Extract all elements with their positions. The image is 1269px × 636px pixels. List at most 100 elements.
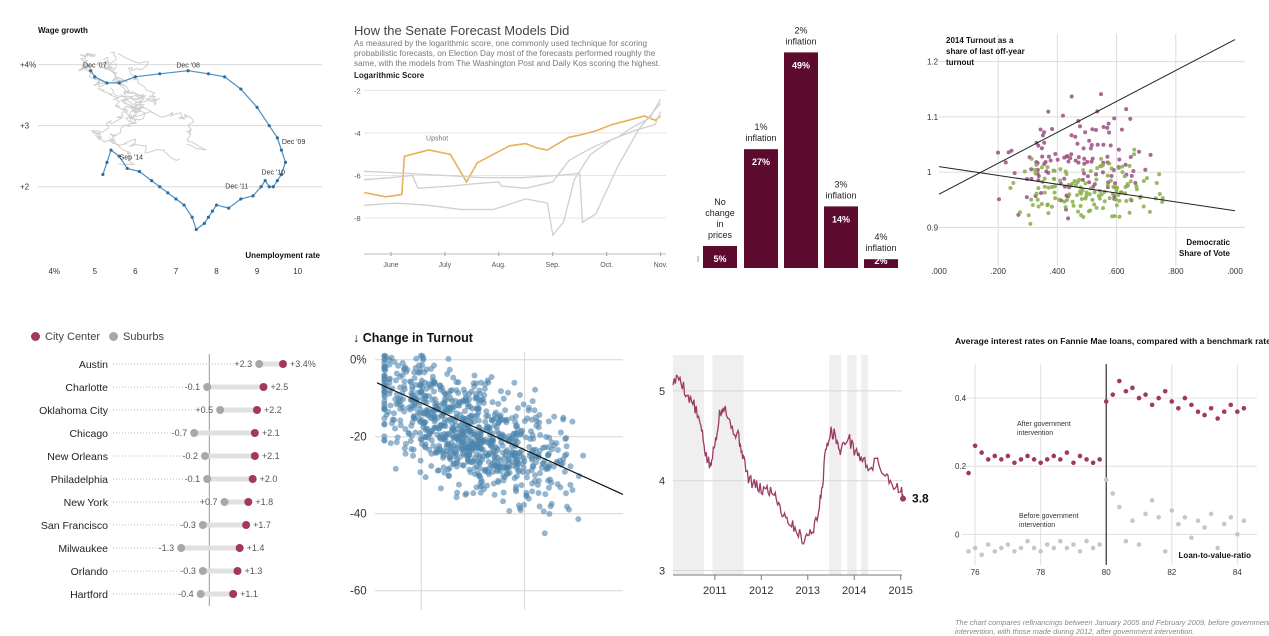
scatter-point bbox=[1084, 190, 1089, 195]
city-center-dot bbox=[235, 544, 244, 552]
scatter-point bbox=[1046, 211, 1051, 216]
scatter-point bbox=[381, 437, 388, 444]
highlight-point bbox=[150, 179, 154, 183]
annotation-label: Dec '11 bbox=[225, 184, 248, 191]
trend-line bbox=[376, 382, 624, 496]
rate-line-svg: 5 4 3 2011 2012 2013 2014 2015 3.8 bbox=[659, 355, 929, 597]
scatter-point bbox=[1081, 214, 1086, 219]
scatter-point bbox=[428, 427, 435, 434]
scatter-point bbox=[548, 479, 555, 486]
scatter-point bbox=[966, 470, 971, 476]
city-center-value-label: +2.1 bbox=[262, 428, 280, 438]
city-center-dot bbox=[259, 383, 268, 391]
scatter-point bbox=[1090, 197, 1095, 202]
scatter-point bbox=[455, 379, 462, 386]
scatter-point bbox=[1112, 116, 1117, 121]
scatter-point bbox=[1105, 154, 1110, 159]
scatter-point bbox=[445, 472, 452, 479]
scatter-point bbox=[397, 422, 404, 429]
scatter-point bbox=[517, 450, 524, 457]
scatter-point bbox=[381, 400, 388, 407]
highlight-point bbox=[279, 148, 284, 152]
scatter-point bbox=[1017, 210, 1022, 215]
scatter-point bbox=[1057, 197, 1062, 202]
scatter-point bbox=[1189, 402, 1194, 408]
bar-category-label: prices bbox=[708, 230, 733, 240]
wage-growth-svg: +4% +3 +2 4% 5 6 7 8 9 10 Wage growth Unemployment … bbox=[20, 26, 322, 276]
scatter-point bbox=[1110, 491, 1116, 496]
scatter-point bbox=[495, 400, 502, 407]
scatter-point bbox=[1046, 185, 1051, 190]
scatter-point bbox=[407, 379, 414, 386]
scatter-point bbox=[546, 510, 553, 517]
recession-band bbox=[673, 355, 705, 575]
x-axis-label: Democratic bbox=[1186, 238, 1230, 247]
scatter-point bbox=[497, 417, 504, 424]
scatter-point bbox=[1113, 181, 1118, 186]
scatter-point bbox=[401, 378, 408, 385]
scatter-point bbox=[1040, 133, 1045, 138]
scatter-point bbox=[535, 489, 542, 496]
scatter-point bbox=[1221, 521, 1227, 527]
city-center-value-label: +1.8 bbox=[255, 497, 273, 507]
scatter-point bbox=[444, 371, 451, 378]
scatter-point bbox=[423, 385, 430, 392]
annotation-label: Sep '14 bbox=[120, 154, 144, 161]
scatter-point bbox=[473, 394, 480, 401]
scatter-point bbox=[1182, 515, 1188, 520]
scatter-point bbox=[505, 460, 512, 467]
scatter-point bbox=[536, 419, 543, 426]
scatter-point bbox=[477, 430, 484, 437]
scatter-point bbox=[1093, 128, 1098, 133]
suburbs-dot bbox=[177, 544, 186, 552]
highlight-point bbox=[251, 194, 255, 198]
y-tick-label: +3 bbox=[20, 122, 30, 131]
scatter-point bbox=[441, 390, 448, 397]
scatter-point bbox=[1036, 186, 1041, 191]
scatter-point bbox=[1062, 199, 1067, 204]
scatter-point bbox=[1095, 166, 1100, 171]
scatter-point bbox=[1064, 545, 1070, 551]
city-center-value-label: +1.7 bbox=[253, 520, 271, 530]
scatter-point bbox=[1100, 170, 1105, 175]
scatter-point bbox=[1221, 409, 1227, 414]
scatter-point bbox=[416, 369, 423, 376]
scatter-point bbox=[399, 372, 406, 379]
city-center-value-label: +3.4% bbox=[290, 359, 316, 369]
y-tick-label: -2 bbox=[354, 87, 361, 96]
city-center-dot bbox=[279, 360, 287, 368]
scatter-point bbox=[528, 428, 535, 435]
scatter-point bbox=[1018, 457, 1024, 462]
scatter-point bbox=[563, 443, 570, 450]
scatter-point bbox=[999, 545, 1004, 551]
scatter-point bbox=[972, 545, 978, 551]
scatter-point bbox=[1005, 453, 1011, 459]
y-tick-label: -6 bbox=[354, 172, 361, 181]
y-tick-label: 0.2 bbox=[955, 462, 967, 471]
annotation-label: After government bbox=[1017, 421, 1071, 428]
city-name-label: San Francisco bbox=[41, 520, 108, 532]
scatter-point bbox=[381, 352, 388, 359]
scatter-point bbox=[1117, 214, 1122, 219]
scatter-point bbox=[1101, 124, 1106, 129]
scatter-point bbox=[446, 366, 453, 373]
scatter-point bbox=[471, 418, 478, 425]
scatter-point bbox=[1162, 549, 1168, 554]
highlight-point bbox=[158, 185, 162, 189]
scatter-point bbox=[1045, 203, 1050, 208]
city-name-label: Chicago bbox=[69, 428, 108, 440]
scatter-point bbox=[511, 379, 518, 386]
scatter-point bbox=[440, 464, 447, 471]
scatter-point bbox=[417, 436, 424, 443]
scatter-point bbox=[1116, 166, 1121, 171]
bar-category-label: inflation bbox=[785, 36, 816, 46]
scatter-point bbox=[483, 408, 490, 415]
scatter-point bbox=[564, 503, 571, 510]
bar-category-label: inflation bbox=[825, 190, 856, 200]
scatter-point bbox=[1029, 156, 1034, 161]
highlight-point bbox=[133, 75, 137, 79]
scatter-point bbox=[1029, 197, 1034, 202]
scatter-point bbox=[532, 386, 539, 393]
scatter-point bbox=[1075, 141, 1080, 146]
scatter-point bbox=[1128, 197, 1133, 202]
